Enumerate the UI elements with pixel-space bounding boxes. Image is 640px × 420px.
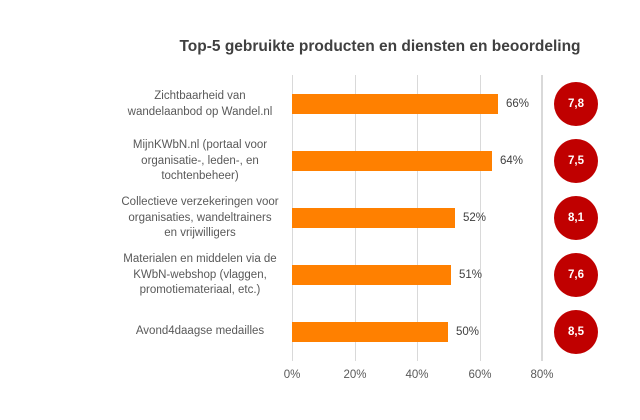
bar [292, 151, 492, 171]
bar-value-label: 52% [463, 212, 487, 224]
category-label: Avond4daagse medailles [135, 325, 265, 337]
category-label: Collectieve verzekeringen voor organisat… [121, 196, 279, 239]
x-axis-tick-label: 60% [468, 369, 492, 381]
gridline [480, 75, 481, 361]
bar [292, 208, 455, 228]
bar [292, 322, 448, 342]
bar-value-label: 50% [456, 326, 480, 338]
bar-value-label: 51% [459, 269, 483, 281]
chart-title: Top-5 gebruikte producten en diensten en… [179, 38, 581, 55]
gridline [542, 75, 543, 361]
rating-badge: 8,1 [554, 196, 598, 240]
bar [292, 94, 498, 114]
bar [292, 265, 451, 285]
category-label: Materialen en middelen via de KWbN-websh… [123, 253, 277, 296]
rating-badge: 7,5 [554, 139, 598, 183]
category-label: MijnKWbN.nl (portaal voor organisatie-, … [132, 139, 268, 182]
category-label: Zichtbaarheid van wandelaanbod op Wandel… [127, 90, 273, 118]
rating-panel-divider [541, 75, 542, 361]
bar-value-label: 66% [506, 98, 530, 110]
x-axis-tick-label: 20% [343, 369, 367, 381]
rating-badge: 8,5 [554, 310, 598, 354]
x-axis-tick-label: 40% [405, 369, 429, 381]
x-axis-tick-label: 0% [283, 369, 301, 381]
rating-badge: 7,6 [554, 253, 598, 297]
bar-value-label: 64% [500, 155, 524, 167]
rating-badge: 7,8 [554, 82, 598, 126]
x-axis-tick-label: 80% [530, 369, 554, 381]
